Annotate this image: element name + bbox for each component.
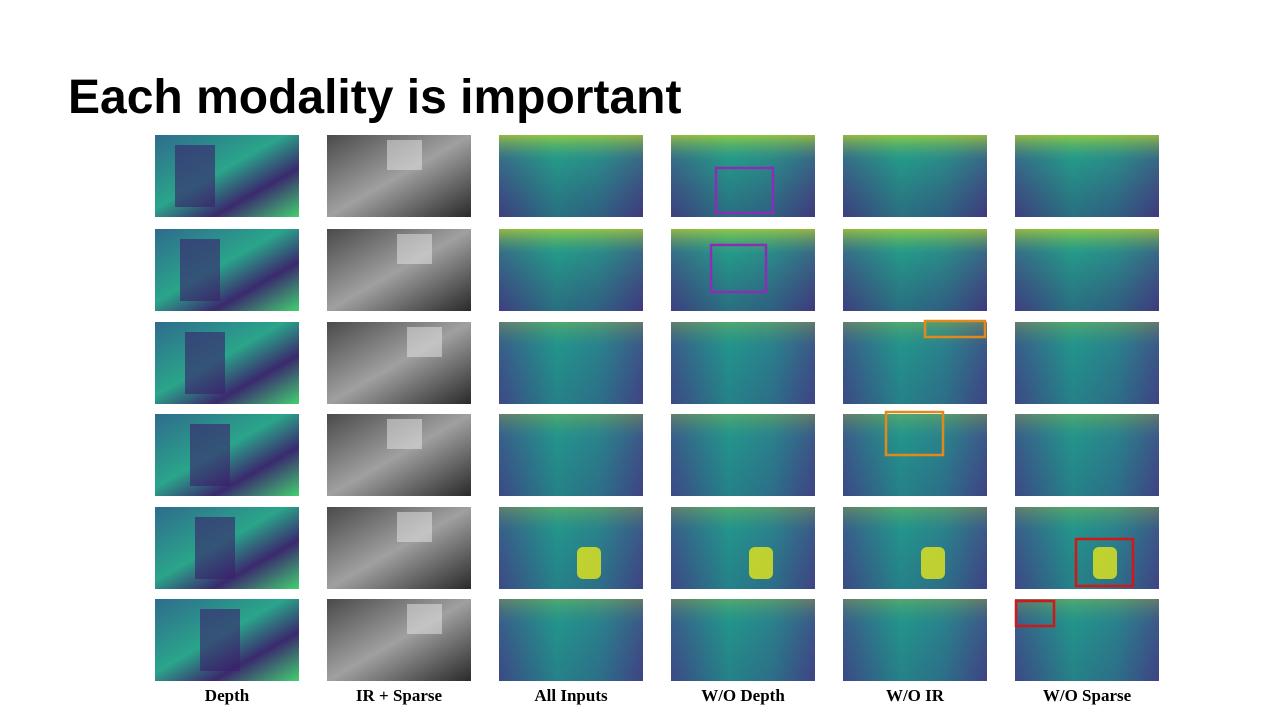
thumbnail bbox=[1015, 414, 1159, 496]
column-label: IR + Sparse bbox=[356, 686, 443, 705]
column-label: W/O Depth bbox=[701, 686, 785, 705]
thumbnail bbox=[843, 507, 987, 589]
prediction-overlay bbox=[843, 507, 987, 589]
thumbnail bbox=[499, 229, 643, 311]
highlight-box bbox=[1074, 537, 1135, 588]
thumbnail bbox=[671, 599, 815, 681]
thumbnail bbox=[499, 414, 643, 496]
prediction-overlay bbox=[1015, 135, 1159, 217]
prediction-overlay bbox=[843, 135, 987, 217]
thumbnail bbox=[1015, 229, 1159, 311]
prediction-overlay bbox=[1015, 599, 1159, 681]
thumbnail bbox=[671, 322, 815, 404]
ir-image bbox=[327, 599, 471, 681]
depth-shade bbox=[195, 517, 235, 579]
column-label: All Inputs bbox=[534, 686, 608, 705]
prediction-overlay bbox=[671, 599, 815, 681]
prediction-overlay bbox=[671, 414, 815, 496]
thumbnail bbox=[327, 322, 471, 404]
prediction-overlay bbox=[499, 599, 643, 681]
prediction-overlay bbox=[671, 229, 815, 311]
column-label: Depth bbox=[205, 686, 250, 705]
thumbnail bbox=[1015, 507, 1159, 589]
thumbnail bbox=[155, 135, 299, 217]
thumbnail bbox=[1015, 322, 1159, 404]
column-label: W/O IR bbox=[886, 686, 945, 705]
column-label: W/O Sparse bbox=[1043, 686, 1132, 705]
image-grid bbox=[155, 135, 1159, 681]
highlight-box bbox=[923, 319, 987, 339]
highlight-boxes bbox=[709, 166, 1135, 628]
thumbnail bbox=[155, 229, 299, 311]
prediction-overlay bbox=[843, 322, 987, 404]
ir-highlight bbox=[397, 234, 432, 264]
ir-image bbox=[327, 322, 471, 404]
ir-highlight bbox=[397, 512, 432, 542]
thumbnail bbox=[327, 414, 471, 496]
prediction-overlay bbox=[499, 414, 643, 496]
thumbnail bbox=[499, 599, 643, 681]
thumbnail bbox=[155, 322, 299, 404]
highlight-box bbox=[714, 166, 775, 215]
prediction-overlay bbox=[671, 507, 815, 589]
prediction-overlay bbox=[1015, 322, 1159, 404]
prediction-overlay bbox=[671, 322, 815, 404]
bright-region bbox=[577, 547, 601, 579]
bright-region bbox=[921, 547, 945, 579]
thumbnail bbox=[843, 599, 987, 681]
depth-shade bbox=[175, 145, 215, 207]
thumbnail bbox=[499, 507, 643, 589]
thumbnail bbox=[671, 414, 815, 496]
ir-highlight bbox=[387, 140, 422, 170]
column-labels: Depth IR + Sparse All Inputs W/O Depth W/O I… bbox=[205, 686, 1132, 705]
depth-shade bbox=[185, 332, 225, 394]
thumbnail bbox=[843, 229, 987, 311]
slide-title: Each modality is important bbox=[68, 71, 681, 124]
thumbnail bbox=[843, 135, 987, 217]
thumbnail bbox=[155, 414, 299, 496]
prediction-overlay bbox=[499, 229, 643, 311]
depth-shade bbox=[200, 609, 240, 671]
thumbnail bbox=[327, 507, 471, 589]
prediction-overlay bbox=[843, 599, 987, 681]
prediction-overlay bbox=[1015, 507, 1159, 589]
highlight-box bbox=[1014, 599, 1056, 628]
thumbnail bbox=[1015, 135, 1159, 217]
ir-highlight bbox=[407, 327, 442, 357]
prediction-overlay bbox=[499, 322, 643, 404]
prediction-overlay bbox=[1015, 229, 1159, 311]
prediction-overlay bbox=[843, 229, 987, 311]
bright-region bbox=[1093, 547, 1117, 579]
thumbnail bbox=[327, 599, 471, 681]
thumbnail bbox=[671, 507, 815, 589]
thumbnail bbox=[843, 322, 987, 404]
depth-image bbox=[155, 322, 299, 404]
thumbnail bbox=[155, 599, 299, 681]
highlight-box bbox=[884, 410, 945, 457]
thumbnail bbox=[671, 135, 815, 217]
prediction-overlay bbox=[499, 507, 643, 589]
thumbnail bbox=[1015, 599, 1159, 681]
ir-highlight bbox=[407, 604, 442, 634]
ir-highlight bbox=[387, 419, 422, 449]
prediction-overlay bbox=[671, 135, 815, 217]
depth-shade bbox=[190, 424, 230, 486]
thumbnail bbox=[155, 507, 299, 589]
thumbnail bbox=[327, 229, 471, 311]
highlight-box bbox=[709, 243, 768, 294]
thumbnail bbox=[671, 229, 815, 311]
depth-image bbox=[155, 229, 299, 311]
prediction-overlay bbox=[499, 135, 643, 217]
bright-region bbox=[749, 547, 773, 579]
thumbnail bbox=[499, 322, 643, 404]
depth-shade bbox=[180, 239, 220, 301]
prediction-overlay bbox=[1015, 414, 1159, 496]
thumbnail bbox=[499, 135, 643, 217]
thumbnail bbox=[327, 135, 471, 217]
